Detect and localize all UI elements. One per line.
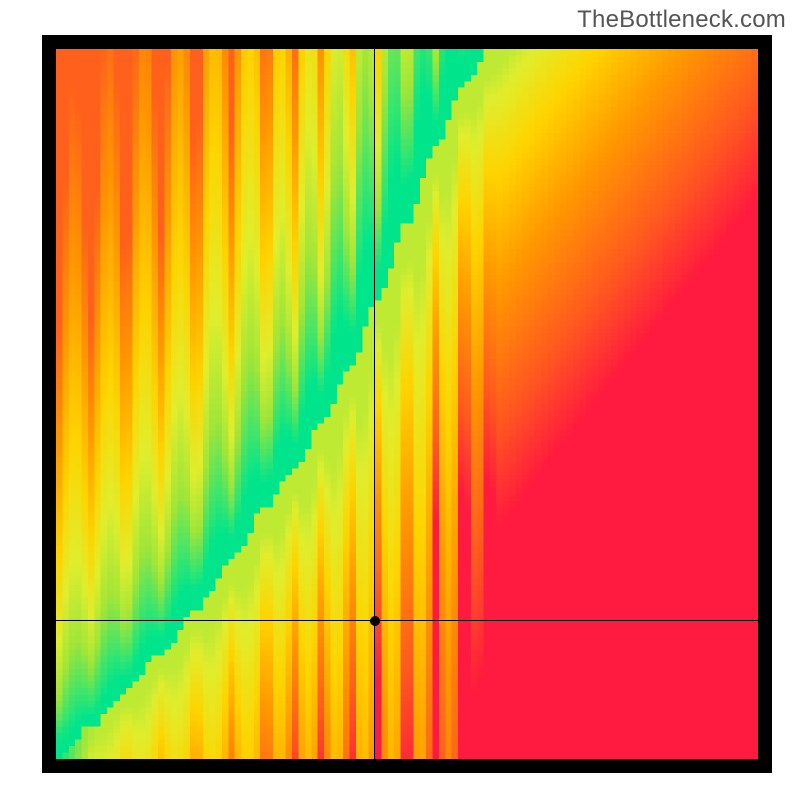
heatmap-canvas (56, 49, 758, 759)
crosshair-vertical (374, 49, 375, 759)
watermark-text: TheBottleneck.com (577, 6, 786, 34)
crosshair-marker[interactable] (370, 616, 380, 626)
chart-root: TheBottleneck.com (0, 0, 800, 800)
crosshair-horizontal (56, 620, 758, 621)
